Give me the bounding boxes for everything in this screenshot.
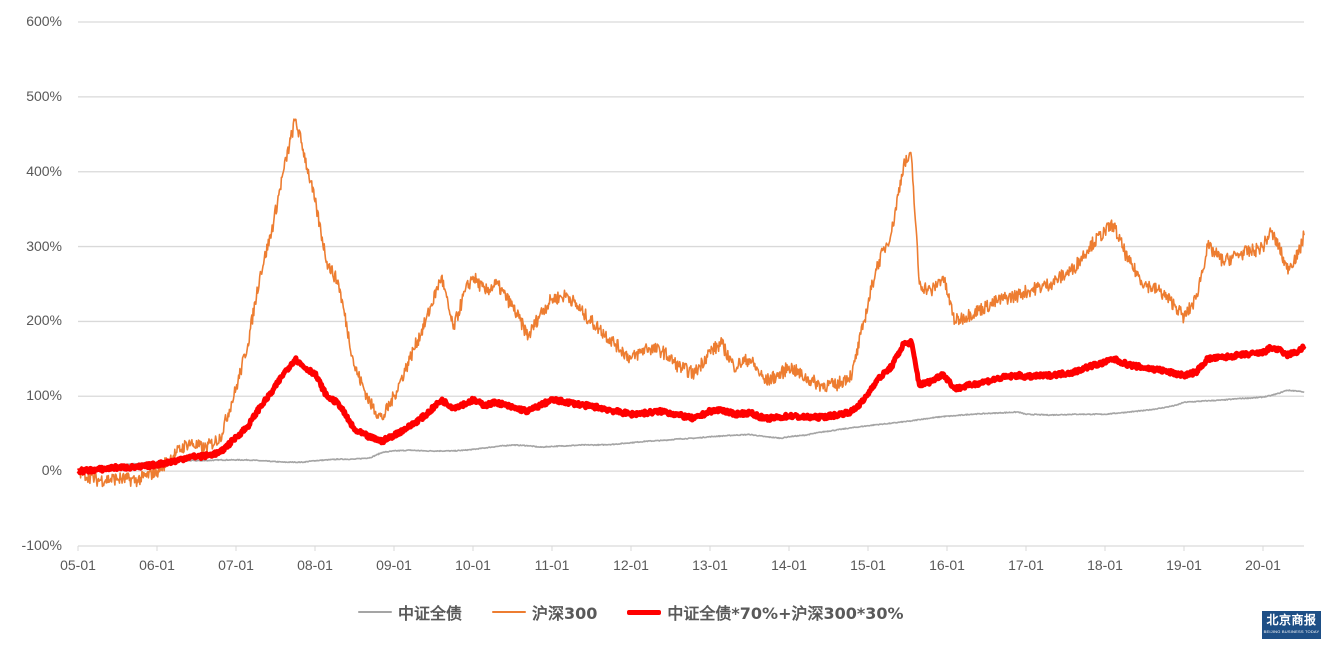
x-tick-label: 16-01 xyxy=(929,557,965,573)
series-lines xyxy=(76,118,1307,488)
legend-swatch-red xyxy=(627,609,662,615)
series-line-bond-index xyxy=(77,389,1305,473)
x-tick-label: 06-01 xyxy=(139,557,175,573)
x-tick-label: 13-01 xyxy=(692,557,728,573)
legend-item-csi300[interactable]: 沪深300 xyxy=(492,600,597,624)
y-tick-label: 400% xyxy=(26,162,62,179)
legend-label: 沪深300 xyxy=(532,604,598,623)
x-tick-label: 14-01 xyxy=(771,557,807,573)
x-tick-label: 12-01 xyxy=(613,557,649,573)
y-tick-label: 0% xyxy=(41,462,62,479)
legend: 中证全债 沪深300 中证全债*70%+沪深300*30% xyxy=(358,600,934,624)
x-tick-label: 08-01 xyxy=(297,557,333,573)
y-tick-label: -100% xyxy=(21,537,62,553)
y-tick-label: 200% xyxy=(26,312,62,329)
x-tick-label: 07-01 xyxy=(218,557,254,573)
y-tick-label: 500% xyxy=(26,87,62,104)
series-line-blend-portfolio xyxy=(76,338,1307,476)
legend-swatch-orange xyxy=(492,611,527,613)
x-tick-label: 10-01 xyxy=(455,557,491,573)
watermark-logo: 北京商报 BEIJING BUSINESS TODAY xyxy=(1262,611,1321,639)
x-tick-label: 20-01 xyxy=(1245,557,1281,573)
x-axis xyxy=(77,546,1264,551)
x-tick-label: 15-01 xyxy=(850,557,886,573)
gridlines xyxy=(78,21,1304,547)
legend-item-bond-index[interactable]: 中证全债 xyxy=(358,600,462,624)
legend-label: 中证全债*70%+沪深300*30% xyxy=(667,604,904,623)
x-tick-label: 18-01 xyxy=(1087,557,1123,573)
x-tick-label: 17-01 xyxy=(1008,557,1044,573)
x-tick-label: 09-01 xyxy=(376,557,412,573)
y-tick-label: 300% xyxy=(26,237,62,254)
legend-label: 中证全债 xyxy=(398,604,463,623)
legend-item-blend-portfolio[interactable]: 中证全债*70%+沪深300*30% xyxy=(627,600,904,624)
x-tick-label: 19-01 xyxy=(1166,557,1202,573)
legend-swatch-gray xyxy=(358,611,392,613)
x-tick-label: 05-01 xyxy=(60,557,96,573)
logo-subtitle: BEIJING BUSINESS TODAY xyxy=(1263,629,1320,634)
x-tick-label: 11-01 xyxy=(534,557,570,573)
y-tick-label: 600% xyxy=(26,13,62,29)
series-line-csi300 xyxy=(77,118,1305,488)
logo-title: 北京商报 xyxy=(1266,613,1317,627)
y-tick-label: 100% xyxy=(26,387,62,404)
